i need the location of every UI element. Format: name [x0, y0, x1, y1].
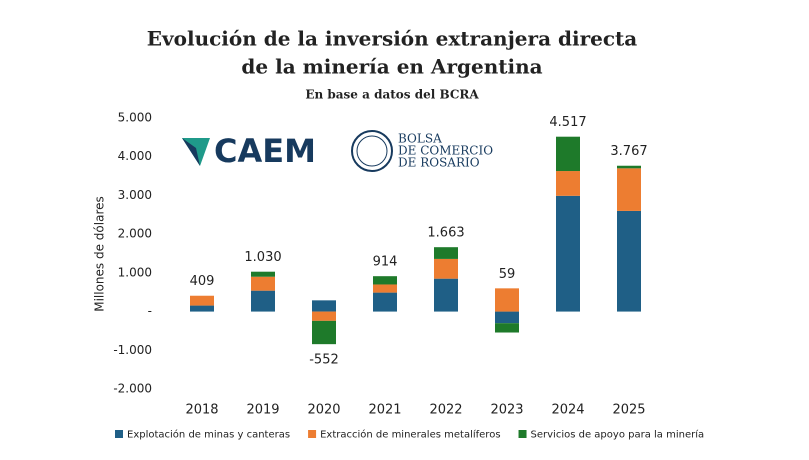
bar-segment — [617, 210, 641, 312]
chart-title: de la minería en Argentina — [241, 55, 542, 79]
bar-segment — [556, 136, 580, 172]
bar-segment — [495, 288, 519, 312]
caem-logo: CAEM — [182, 132, 316, 170]
y-tick-label: 1.000 — [118, 265, 152, 279]
legend-label: Servicios de apoyo para la minería — [531, 429, 705, 441]
logo-text: CAEM — [214, 132, 316, 170]
y-tick-label: -2.000 — [113, 382, 152, 396]
bar-segment — [251, 276, 275, 291]
x-tick-label: 2021 — [368, 403, 401, 418]
logo-text: DE ROSARIO — [398, 156, 480, 170]
x-tick-label: 2025 — [612, 403, 645, 418]
bar-segment — [312, 311, 336, 321]
total-label: 1.030 — [244, 250, 281, 265]
total-label: 914 — [373, 255, 398, 270]
legend-swatch — [518, 430, 527, 438]
chart-title: Evolución de la inversión extranjera dir… — [147, 27, 637, 51]
y-tick-label: 2.000 — [118, 227, 152, 241]
bar-segment — [190, 305, 214, 312]
bar-segment — [312, 320, 336, 345]
total-label: 3.767 — [610, 144, 647, 159]
x-tick-label: 2023 — [490, 403, 523, 418]
x-tick-label: 2020 — [307, 403, 340, 418]
x-tick-label: 2022 — [429, 403, 462, 418]
bar-segment — [312, 300, 336, 312]
logo-text: BOLSA — [398, 132, 442, 146]
logo-text: DE COMERCIO — [398, 144, 493, 158]
bcr-logo: BOLSA DE COMERCIO DE ROSARIO — [351, 130, 493, 172]
total-label: 4.517 — [549, 115, 586, 130]
bar-segment — [373, 292, 397, 312]
total-label: 59 — [499, 267, 516, 282]
bar-segment — [617, 168, 641, 211]
bar-segment — [556, 171, 580, 196]
legend-label: Extracción de minerales metalíferos — [320, 429, 500, 441]
total-label: 409 — [190, 274, 215, 289]
bar-segment — [434, 258, 458, 279]
x-tick-label: 2019 — [246, 403, 279, 418]
bar-segment — [495, 323, 519, 333]
y-tick-label: 5.000 — [118, 111, 152, 125]
legend-swatch — [115, 430, 123, 438]
total-label: -552 — [309, 353, 339, 368]
logo-icon — [351, 130, 393, 172]
x-tick-label: 2024 — [551, 403, 584, 418]
y-tick-label: - — [148, 304, 152, 318]
logo-icon — [356, 135, 388, 167]
bar-segment — [251, 290, 275, 312]
legend-label: Explotación de minas y canteras — [127, 429, 290, 441]
bar-segment — [373, 284, 397, 293]
legend-swatch — [308, 430, 317, 438]
chart-subtitle: En base a datos del BCRA — [305, 88, 479, 102]
y-tick-label: -1.000 — [113, 343, 152, 357]
bar-segment — [556, 195, 580, 312]
bar-segment — [373, 276, 397, 285]
y-tick-label: 3.000 — [118, 188, 152, 202]
bar-segment — [190, 295, 214, 306]
bar-segment — [495, 311, 519, 324]
bar-segment — [251, 271, 275, 277]
logo-icon — [182, 138, 200, 166]
bar-segment — [617, 165, 641, 169]
total-label: 1.663 — [427, 226, 464, 241]
y-axis-title: Millones de dólares — [93, 196, 107, 312]
bar-segment — [434, 278, 458, 312]
y-tick-label: 4.000 — [118, 149, 152, 163]
bar-segment — [434, 247, 458, 259]
x-tick-label: 2018 — [185, 403, 218, 418]
